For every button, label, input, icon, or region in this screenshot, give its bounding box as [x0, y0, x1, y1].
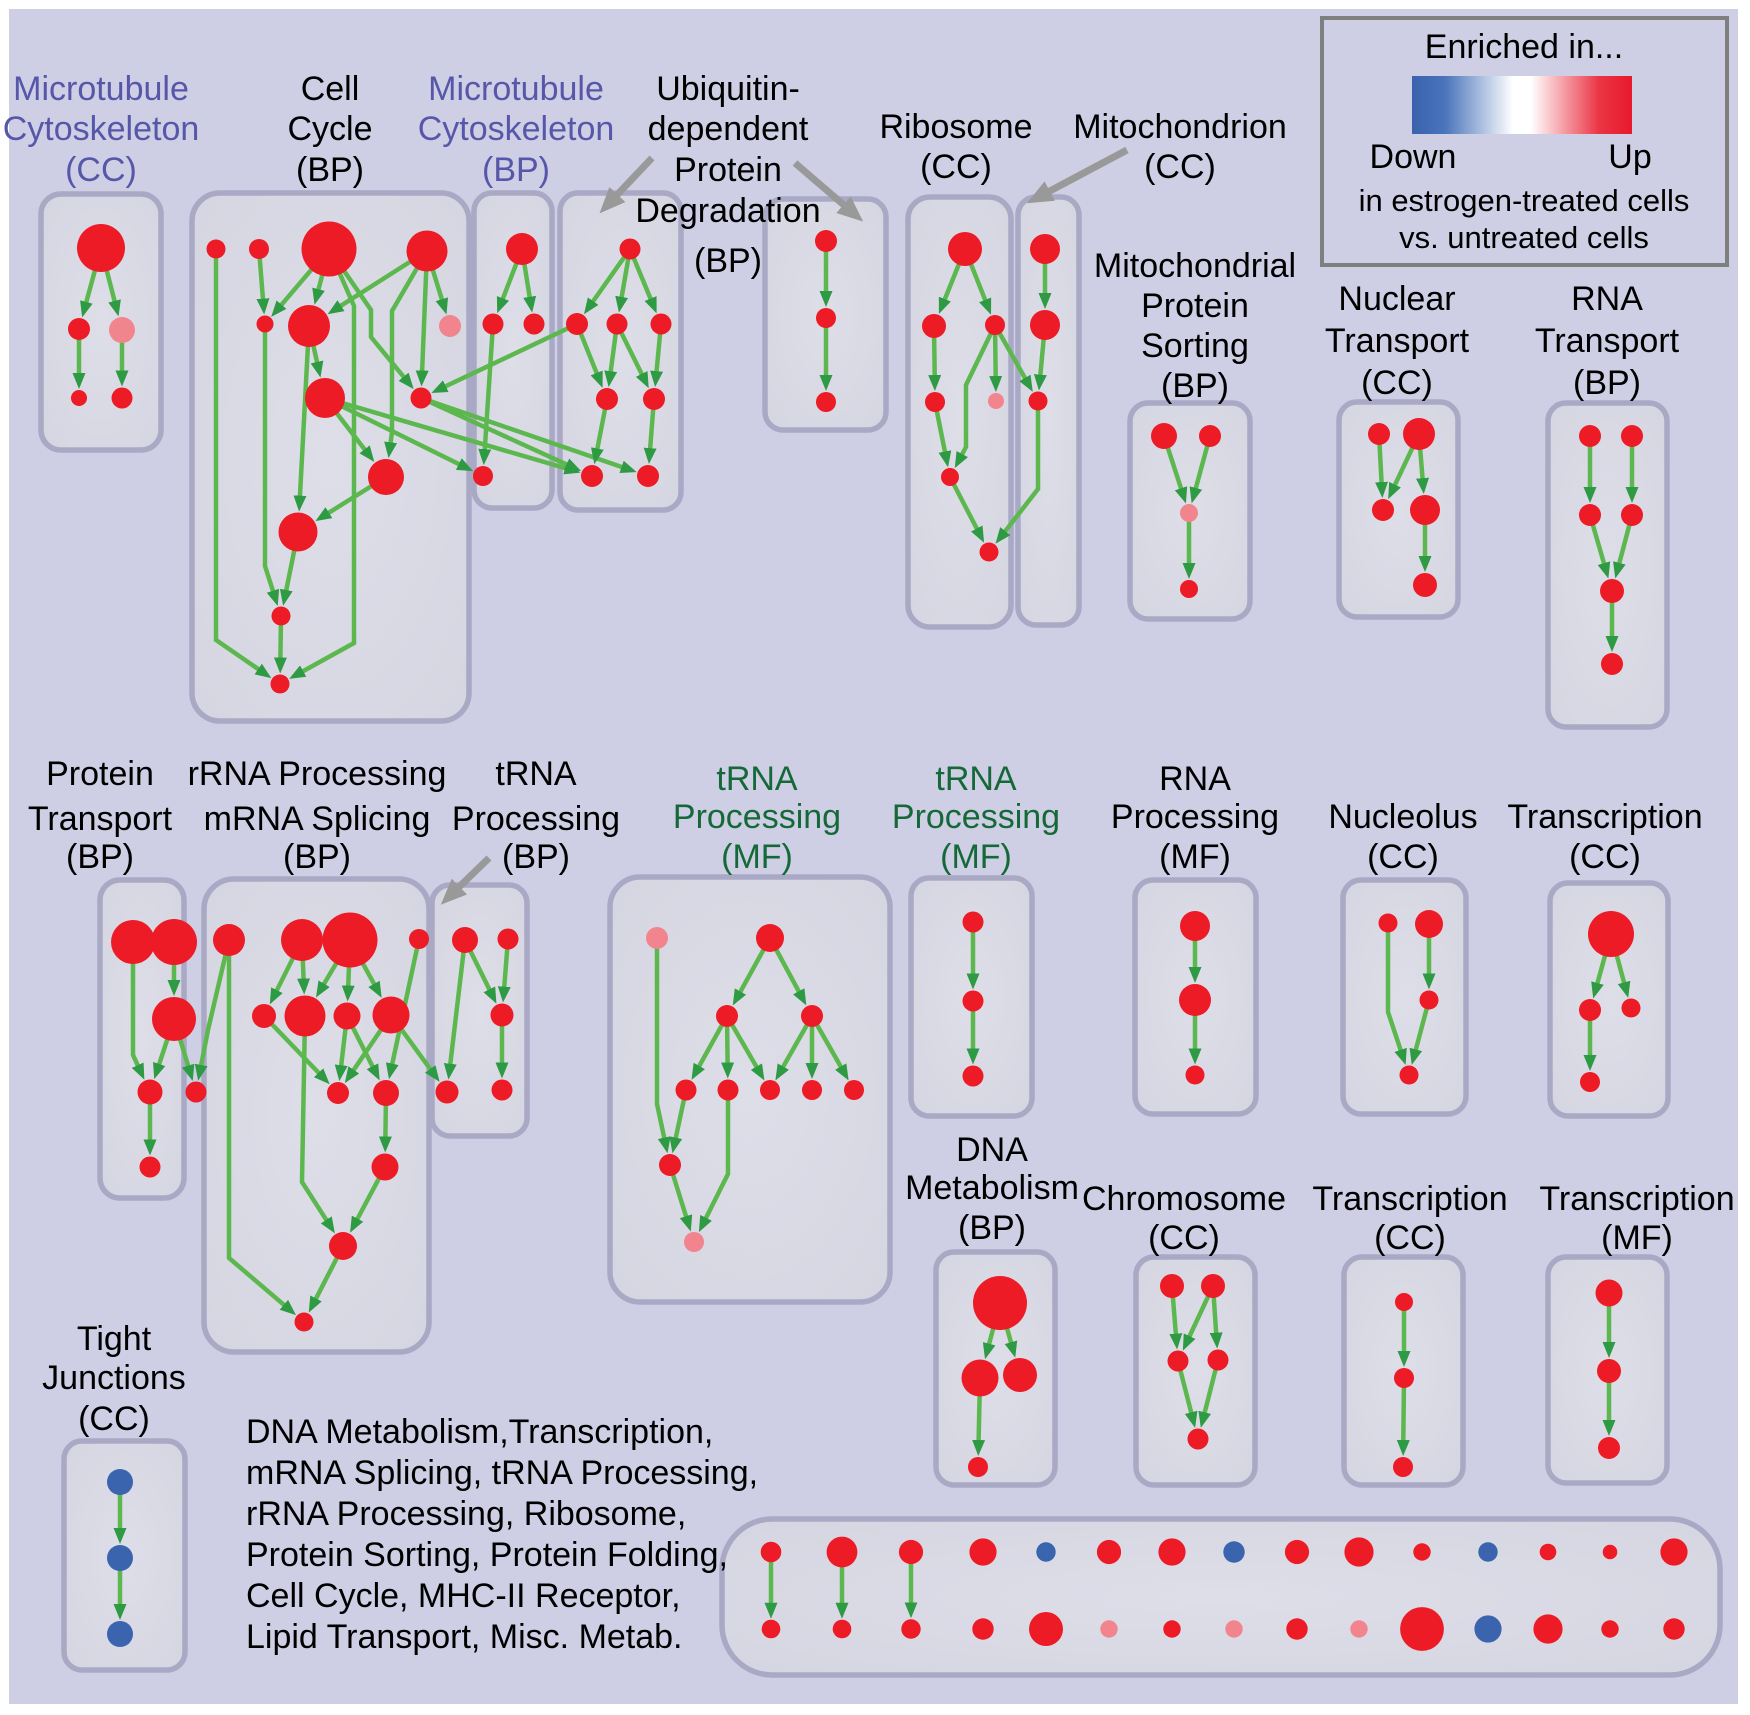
svg-text:(CC): (CC) — [1144, 148, 1216, 186]
svg-text:(CC): (CC) — [1374, 1219, 1446, 1257]
svg-text:(BP): (BP) — [66, 838, 134, 876]
svg-text:Cell Cycle, MHC-II Receptor,: Cell Cycle, MHC-II Receptor, — [246, 1577, 681, 1615]
svg-text:Transcription: Transcription — [1312, 1180, 1507, 1218]
svg-text:Microtubule: Microtubule — [13, 70, 189, 108]
svg-text:Mitochondrial: Mitochondrial — [1094, 247, 1296, 285]
svg-text:RNA: RNA — [1159, 760, 1231, 798]
svg-text:Transcription: Transcription — [1507, 798, 1702, 836]
svg-text:dependent: dependent — [648, 110, 809, 148]
svg-text:Cytoskeleton: Cytoskeleton — [418, 110, 615, 148]
svg-text:Down: Down — [1370, 138, 1457, 176]
svg-text:tRNA: tRNA — [495, 755, 577, 793]
svg-text:Processing: Processing — [1111, 798, 1279, 836]
svg-text:tRNA: tRNA — [716, 760, 798, 798]
svg-text:Up: Up — [1608, 138, 1651, 176]
svg-text:(CC): (CC) — [920, 148, 992, 186]
svg-text:Transport: Transport — [28, 800, 173, 838]
svg-text:Transport: Transport — [1535, 322, 1680, 360]
svg-text:DNA: DNA — [956, 1131, 1028, 1169]
svg-text:(BP): (BP) — [694, 242, 762, 280]
svg-text:(CC): (CC) — [78, 1400, 150, 1438]
svg-text:Cycle: Cycle — [287, 110, 372, 148]
svg-text:mRNA Splicing, tRNA Processing: mRNA Splicing, tRNA Processing, — [246, 1454, 758, 1492]
svg-text:Transport: Transport — [1325, 322, 1470, 360]
svg-text:(CC): (CC) — [1569, 838, 1641, 876]
svg-text:(CC): (CC) — [1367, 838, 1439, 876]
svg-text:(BP): (BP) — [958, 1209, 1026, 1247]
svg-text:Protein: Protein — [1141, 287, 1249, 325]
svg-text:Protein: Protein — [674, 151, 782, 189]
svg-text:rRNA Processing: rRNA Processing — [188, 755, 447, 793]
svg-text:Ubiquitin-: Ubiquitin- — [656, 70, 800, 108]
svg-text:(CC): (CC) — [65, 151, 137, 189]
svg-text:RNA: RNA — [1571, 280, 1643, 318]
svg-text:Ribosome: Ribosome — [879, 108, 1032, 146]
svg-text:Processing: Processing — [452, 800, 620, 838]
svg-text:Transcription: Transcription — [1539, 1180, 1734, 1218]
svg-text:Chromosome: Chromosome — [1082, 1180, 1286, 1218]
svg-text:Microtubule: Microtubule — [428, 70, 604, 108]
svg-text:Enriched in...: Enriched in... — [1425, 28, 1623, 66]
svg-text:Tight: Tight — [77, 1320, 152, 1358]
svg-text:Nucleolus: Nucleolus — [1328, 798, 1477, 836]
svg-text:Protein: Protein — [46, 755, 154, 793]
svg-text:in estrogen-treated cells: in estrogen-treated cells — [1359, 183, 1690, 218]
svg-text:(MF): (MF) — [721, 838, 793, 876]
svg-text:(CC): (CC) — [1361, 364, 1433, 402]
svg-text:DNA Metabolism,Transcription,: DNA Metabolism,Transcription, — [246, 1413, 713, 1451]
svg-text:(BP): (BP) — [296, 151, 364, 189]
svg-text:(MF): (MF) — [940, 838, 1012, 876]
svg-text:(BP): (BP) — [502, 838, 570, 876]
svg-text:rRNA Processing, Ribosome,: rRNA Processing, Ribosome, — [246, 1495, 686, 1533]
svg-text:Junctions: Junctions — [42, 1359, 186, 1397]
svg-text:Cell: Cell — [301, 70, 360, 108]
svg-text:Processing: Processing — [892, 798, 1060, 836]
svg-text:(BP): (BP) — [482, 151, 550, 189]
svg-text:Sorting: Sorting — [1141, 327, 1249, 365]
svg-text:Processing: Processing — [673, 798, 841, 836]
svg-text:Mitochondrion: Mitochondrion — [1073, 108, 1287, 146]
svg-text:(CC): (CC) — [1148, 1219, 1220, 1257]
svg-text:mRNA Splicing: mRNA Splicing — [204, 800, 431, 838]
svg-text:Degradation: Degradation — [635, 192, 820, 230]
svg-text:Lipid Transport, Misc. Metab.: Lipid Transport, Misc. Metab. — [246, 1618, 683, 1656]
svg-text:(MF): (MF) — [1159, 838, 1231, 876]
svg-text:(BP): (BP) — [1161, 367, 1229, 405]
svg-text:Metabolism: Metabolism — [905, 1169, 1079, 1207]
svg-text:Nuclear: Nuclear — [1338, 280, 1455, 318]
svg-text:tRNA: tRNA — [935, 760, 1017, 798]
svg-text:Protein Sorting, Protein Foldi: Protein Sorting, Protein Folding, — [246, 1536, 728, 1574]
svg-text:(BP): (BP) — [1573, 364, 1641, 402]
svg-text:vs. untreated cells: vs. untreated cells — [1399, 220, 1649, 255]
svg-text:Cytoskeleton: Cytoskeleton — [3, 110, 200, 148]
svg-text:(MF): (MF) — [1601, 1219, 1673, 1257]
svg-text:(BP): (BP) — [283, 838, 351, 876]
